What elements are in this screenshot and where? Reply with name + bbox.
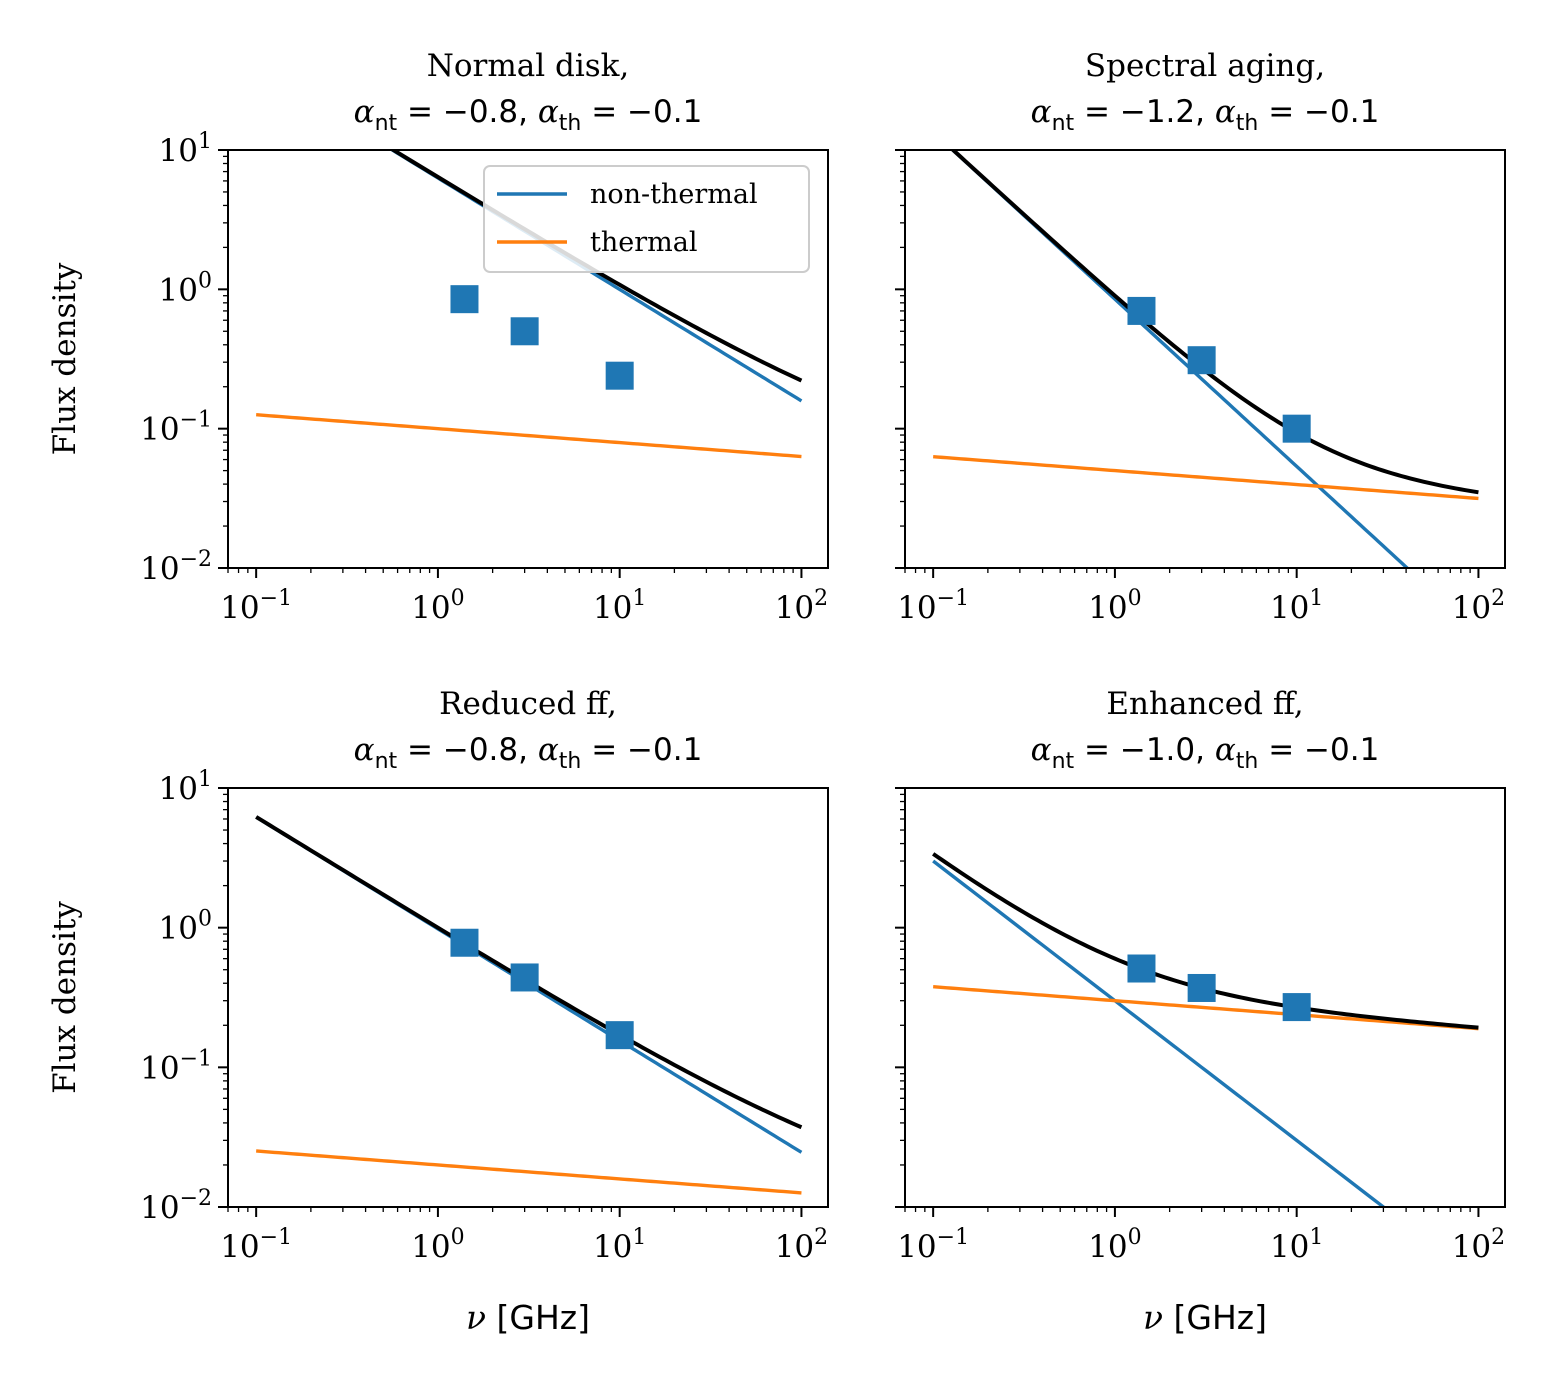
data-point-3 bbox=[1282, 414, 1311, 443]
data-point-2 bbox=[510, 963, 539, 992]
y-tick-label: 10−1 bbox=[140, 1046, 212, 1086]
x-tick-label: 102 bbox=[775, 586, 828, 626]
legend-label-1: non-thermal bbox=[590, 179, 758, 210]
y-tick-label: 100 bbox=[159, 907, 212, 947]
data-point-3 bbox=[1282, 993, 1311, 1022]
plot-area bbox=[255, 815, 803, 1195]
panel-4: Enhanced ff, αnt = −1.0, αth = −0.1 10−1 10… bbox=[895, 686, 1506, 1337]
x-tick-label: 10−1 bbox=[897, 586, 969, 626]
series-line-thermal bbox=[933, 985, 1479, 1031]
y-tick-label: 10−1 bbox=[140, 408, 212, 448]
series-line-total bbox=[950, 150, 1479, 495]
plot-area bbox=[932, 852, 1479, 1207]
x-tick-label: 102 bbox=[1452, 1225, 1505, 1265]
x-tick-label: 101 bbox=[593, 1225, 646, 1265]
panel-1: Normal disk,αnt = −0.8, αth = −0.110−1 10… bbox=[47, 48, 829, 626]
axes-frame bbox=[227, 787, 829, 1208]
axes-frame bbox=[227, 149, 829, 569]
series-line-thermal bbox=[256, 413, 802, 459]
y-tick-label: 10−2 bbox=[140, 547, 212, 587]
y-tick-label: 101 bbox=[159, 767, 212, 807]
x-tick-label: 10−1 bbox=[220, 586, 292, 626]
x-tick-label: 100 bbox=[411, 586, 464, 626]
x-tick-label: 10−1 bbox=[220, 1225, 292, 1265]
x-tick-label: 101 bbox=[1270, 586, 1323, 626]
series-line-thermal bbox=[933, 454, 1479, 501]
panel-subtitle-alphas: αnt = −1.0, αth = −0.1 bbox=[1031, 732, 1380, 774]
data-point-2 bbox=[510, 317, 539, 346]
y-axis-label: Flux density bbox=[47, 262, 83, 455]
y-tick-label: 101 bbox=[159, 129, 212, 169]
axes-frame bbox=[904, 149, 1506, 569]
legend-label-2: thermal bbox=[590, 227, 697, 258]
y-axis-label: Flux density bbox=[47, 901, 83, 1094]
x-tick-label: 102 bbox=[775, 1225, 828, 1265]
data-point-2 bbox=[1187, 973, 1216, 1002]
data-point-1 bbox=[1127, 296, 1156, 325]
x-axis-label: ν [GHz] bbox=[1143, 1298, 1267, 1337]
legend: non-thermal thermal bbox=[483, 165, 810, 273]
panel-title: Normal disk, bbox=[427, 48, 630, 84]
x-tick-label: 101 bbox=[593, 586, 646, 626]
panel-subtitle-alphas: αnt = −0.8, αth = −0.1 bbox=[354, 94, 703, 136]
panel-title: Reduced ff, bbox=[439, 686, 617, 722]
data-point-3 bbox=[605, 361, 634, 390]
panel-2: Spectral aging, αnt = −1.2, αth = −0.1 10−… bbox=[895, 48, 1506, 626]
series-line-non-thermal bbox=[932, 859, 1387, 1207]
panel-subtitle-alphas: αnt = −0.8, αth = −0.1 bbox=[354, 732, 703, 774]
x-tick-label: 100 bbox=[1088, 586, 1141, 626]
panel-title: Spectral aging, bbox=[1085, 48, 1325, 84]
data-point-1 bbox=[1127, 954, 1156, 983]
y-tick-label: 10−2 bbox=[140, 1186, 212, 1226]
x-tick-label: 101 bbox=[1270, 1225, 1323, 1265]
x-tick-label: 100 bbox=[411, 1225, 464, 1265]
data-point-2 bbox=[1187, 346, 1216, 375]
axes-frame bbox=[904, 787, 1506, 1208]
x-tick-label: 102 bbox=[1452, 586, 1505, 626]
x-tick-label: 100 bbox=[1088, 1225, 1141, 1265]
y-tick-label: 100 bbox=[159, 268, 212, 308]
panel-3: Reduced ff, αnt = −0.8, αth = −0.1 10−1 100… bbox=[47, 686, 829, 1337]
panel-title: Enhanced ff, bbox=[1106, 686, 1303, 722]
x-tick-label: 10−1 bbox=[897, 1225, 969, 1265]
panel-subtitle-alphas: αnt = −1.2, αth = −0.1 bbox=[1031, 94, 1380, 136]
x-axis-label: ν [GHz] bbox=[466, 1298, 590, 1337]
data-point-3 bbox=[605, 1021, 634, 1050]
data-point-1 bbox=[450, 928, 479, 957]
series-line-thermal bbox=[256, 1149, 802, 1195]
plot-area bbox=[933, 150, 1479, 568]
data-point-1 bbox=[450, 285, 479, 314]
